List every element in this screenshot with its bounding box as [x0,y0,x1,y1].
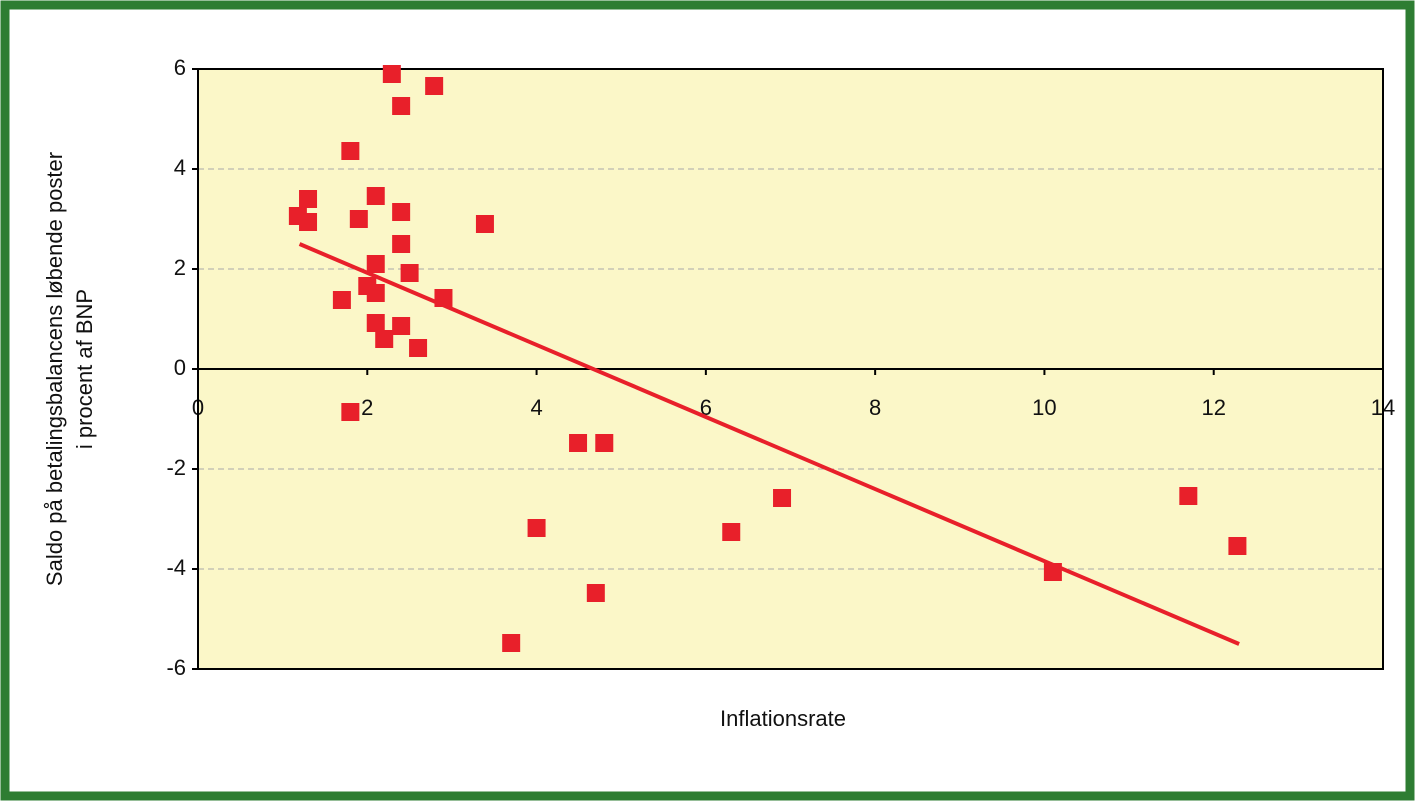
marker [366,284,385,302]
marker [349,210,368,228]
y-tick-label: 6 [174,55,186,80]
y-tick-label: -2 [166,455,186,480]
y-tick-label: 2 [174,255,186,280]
marker [392,317,411,335]
marker [366,255,385,273]
marker [332,291,351,309]
marker [1228,537,1247,555]
marker [1179,487,1198,505]
marker [392,235,411,253]
marker [392,97,411,115]
x-tick-label: 8 [869,395,881,420]
x-tick-label: 4 [530,395,542,420]
marker [409,339,428,357]
marker [773,489,792,507]
marker [341,142,360,160]
marker [1043,563,1062,581]
x-tick-label: 10 [1032,395,1056,420]
marker [595,434,614,452]
marker [366,314,385,332]
marker [366,187,385,205]
marker [341,403,360,421]
marker [586,584,605,602]
marker [569,434,588,452]
y-tick-label: 4 [174,155,186,180]
marker [722,523,741,541]
y-tick-label: -4 [166,555,186,580]
plot-border [197,68,1384,670]
marker [425,77,444,95]
x-tick-label: 12 [1201,395,1225,420]
marker [400,264,419,282]
y-axis-label: Saldo på betalingsbalancens løbende post… [42,152,67,586]
marker [502,634,521,652]
y-tick-label: -6 [166,655,186,680]
trend-line [298,242,1240,646]
marker [475,215,494,233]
marker [392,203,411,221]
marker [299,213,318,231]
marker [434,289,453,307]
x-tick-label: 2 [361,395,373,420]
marker [299,190,318,208]
marker [527,519,546,537]
x-axis-label: Inflationsrate [720,706,846,731]
marker [375,330,394,348]
y-tick-label: 0 [174,355,186,380]
marker [382,65,401,83]
y-axis-label: i procent af BNP [72,289,97,449]
